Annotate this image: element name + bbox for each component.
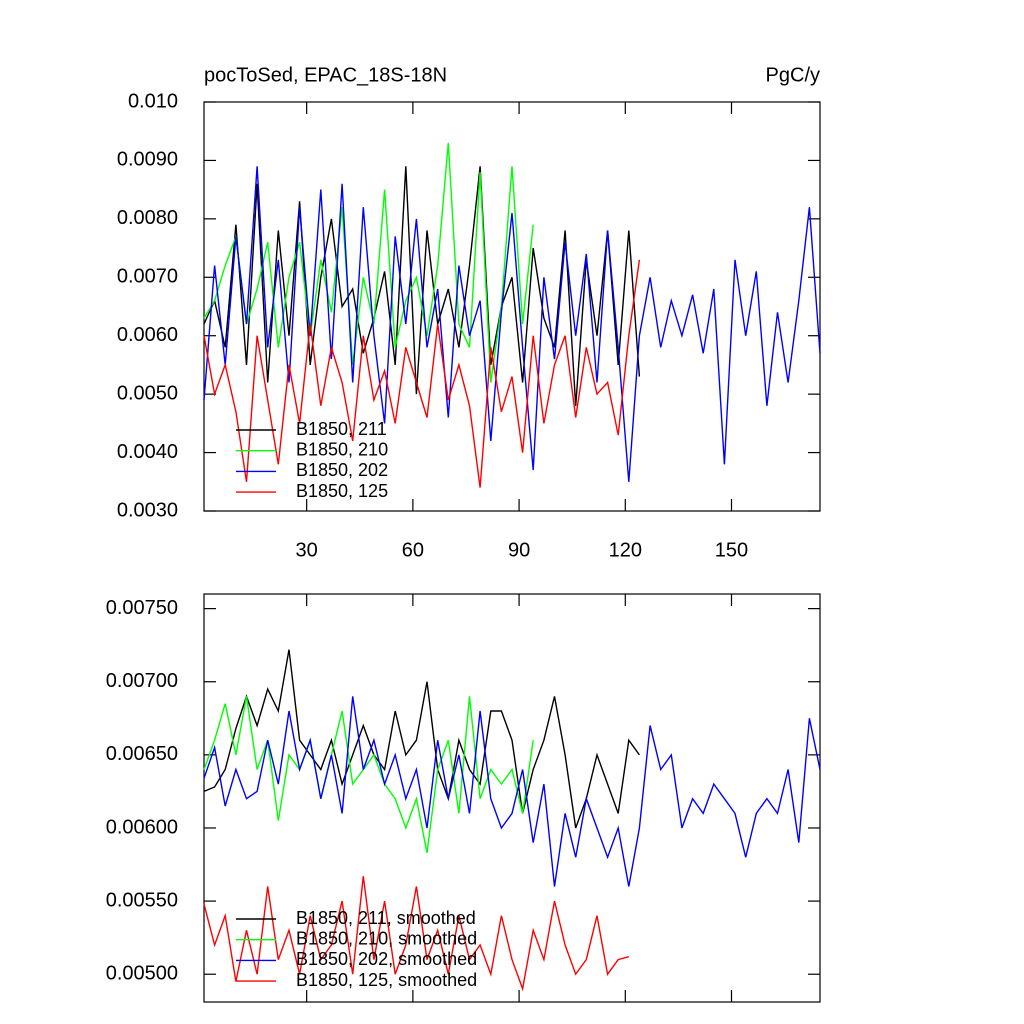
- y-tick-label: 0.0040: [117, 441, 178, 463]
- data-line: [203, 696, 821, 887]
- x-tick-label: 30: [296, 539, 318, 561]
- x-tick-label: 90: [508, 539, 530, 561]
- legend-label: B1850, 211: [296, 419, 387, 439]
- y-tick-label: 0.00500: [106, 962, 178, 984]
- data-line: [203, 876, 629, 992]
- y-tick-label: 0.00750: [106, 597, 178, 619]
- chart-title: pocToSed, EPAC_18S-18N: [204, 64, 447, 86]
- legend-label: B1850, 202, smoothed: [296, 949, 477, 969]
- data-line: [203, 142, 534, 383]
- y-tick-label: 0.0070: [117, 266, 178, 288]
- legend-label: B1850, 210, smoothed: [296, 928, 477, 948]
- plot-frame: [203, 101, 821, 512]
- y-tick-label: 0.0030: [117, 499, 178, 521]
- legend-label: B1850, 125: [296, 481, 388, 501]
- y-tick-label: 0.010: [128, 90, 178, 112]
- data-line: [203, 259, 641, 488]
- y-tick-label: 0.00600: [106, 816, 178, 838]
- y-tick-label: 0.0050: [117, 382, 178, 404]
- legend-label: B1850, 210: [296, 439, 388, 459]
- plot-frame: [203, 593, 821, 1003]
- legend-label: B1850, 125, smoothed: [296, 970, 477, 990]
- y-tick-label: 0.0090: [117, 149, 178, 171]
- data-line: [203, 696, 534, 853]
- x-tick-label: 150: [715, 539, 748, 561]
- units-label: PgC/y: [766, 64, 820, 86]
- x-tick-label: 120: [609, 539, 642, 561]
- y-tick-label: 0.0080: [117, 207, 178, 229]
- legend-label: B1850, 211, smoothed: [296, 908, 476, 928]
- y-tick-label: 0.0060: [117, 324, 178, 346]
- x-tick-label: 60: [402, 539, 424, 561]
- y-tick-label: 0.00550: [106, 889, 178, 911]
- legend-label: B1850, 202: [296, 460, 388, 480]
- data-line: [203, 649, 640, 829]
- y-tick-label: 0.00700: [106, 670, 178, 692]
- y-tick-label: 0.00650: [106, 743, 178, 765]
- data-line: [203, 166, 821, 482]
